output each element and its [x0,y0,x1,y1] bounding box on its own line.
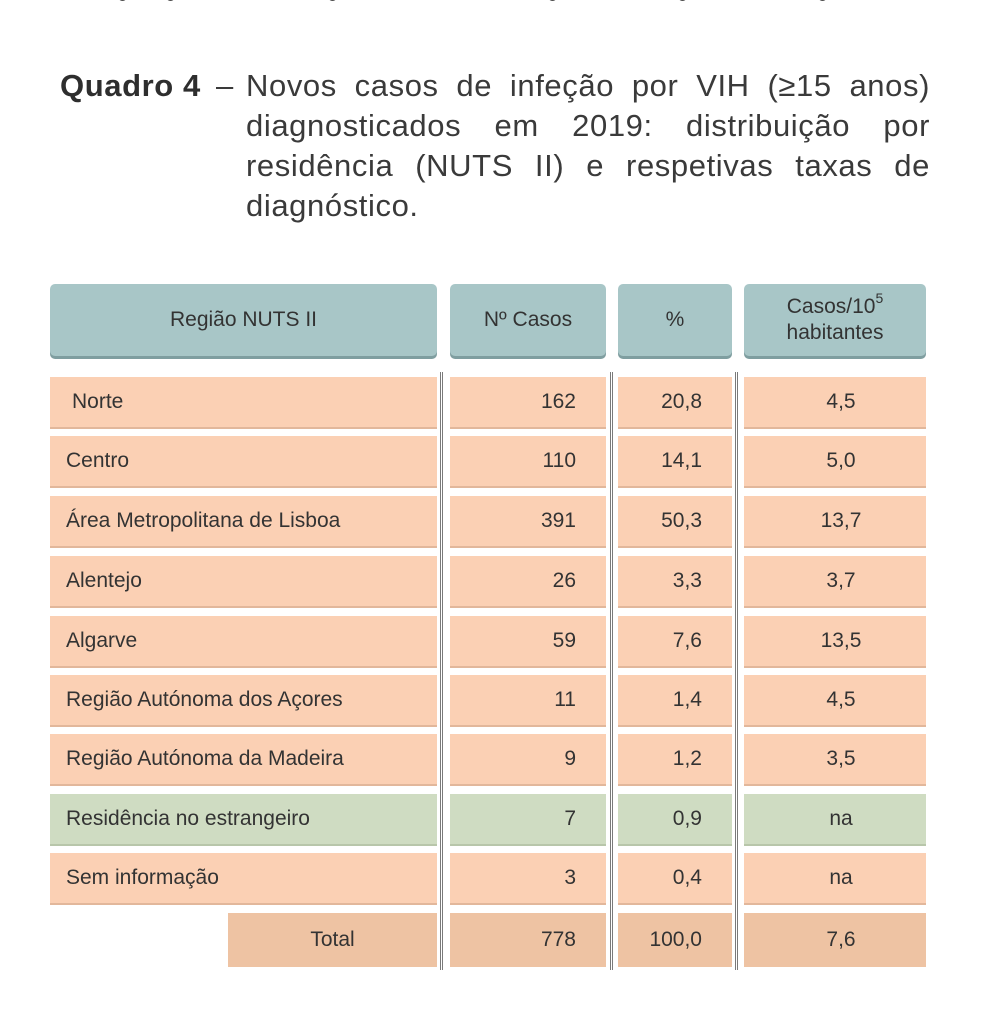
table-cell-cases: 9 [450,734,606,786]
header-cases: Nº Casos [450,284,606,356]
table-cell-cases: 162 [450,377,606,429]
table-cell-region: Sem informação [50,853,437,905]
table-cell-region: Norte [50,377,437,429]
caption-dash: – [216,68,234,103]
header-rate-label-line2: habitantes [786,321,884,344]
table-cell-region: Área Metropolitana de Lisboa [50,496,437,548]
cropped-text-fragment [118,0,878,4]
table-cell-region: Residência no estrangeiro [50,794,437,846]
column-separator [440,372,443,970]
table-cell-region: Algarve [50,616,437,668]
caption-text: Novos casos de infeção por VIH (≥15 anos… [246,68,930,223]
column-separator [610,372,613,970]
table-cell-rate: na [744,794,926,846]
table-cell-region: Região Autónoma dos Açores [50,675,437,727]
table-cell-rate: 3,7 [744,556,926,608]
header-rate-label: Casos/10 [786,295,876,318]
table-cell-region: Alentejo [50,556,437,608]
total-cell-rate: 7,6 [744,913,926,967]
header-cases-label: Nº Casos [483,308,573,331]
table-cell-rate: 13,5 [744,616,926,668]
table-cell-percent: 7,6 [618,616,732,668]
table-cell-rate: na [744,853,926,905]
table-cell-percent: 14,1 [618,436,732,488]
table-cell-percent: 1,2 [618,734,732,786]
total-cell-label: Total [228,913,437,967]
header-rate-exponent: 5 [875,290,884,306]
table-cell-cases: 59 [450,616,606,668]
caption-label: Quadro 4 [60,68,201,103]
header-region: Região NUTS II [50,284,437,356]
table-cell-cases: 110 [450,436,606,488]
table-cell-rate: 4,5 [744,675,926,727]
table-cell-cases: 11 [450,675,606,727]
table-cell-percent: 3,3 [618,556,732,608]
table-cell-cases: 391 [450,496,606,548]
table-cell-percent: 50,3 [618,496,732,548]
table-cell-percent: 0,9 [618,794,732,846]
table-cell-rate: 4,5 [744,377,926,429]
header-region-label: Região NUTS II [169,308,318,331]
table-cell-rate: 5,0 [744,436,926,488]
table-cell-percent: 20,8 [618,377,732,429]
table-cell-cases: 3 [450,853,606,905]
header-percent: % [618,284,732,356]
table-cell-region: Centro [50,436,437,488]
table-cell-percent: 1,4 [618,675,732,727]
header-percent-label: % [665,308,685,331]
table-cell-percent: 0,4 [618,853,732,905]
total-cell-cases: 778 [450,913,606,967]
table-cell-cases: 7 [450,794,606,846]
table-cell-region: Região Autónoma da Madeira [50,734,437,786]
total-cell-percent: 100,0 [618,913,732,967]
table-cell-rate: 13,7 [744,496,926,548]
table-cell-cases: 26 [450,556,606,608]
column-separator [735,372,738,970]
table-cell-rate: 3,5 [744,734,926,786]
header-rate: Casos/105 habitantes [744,284,926,356]
